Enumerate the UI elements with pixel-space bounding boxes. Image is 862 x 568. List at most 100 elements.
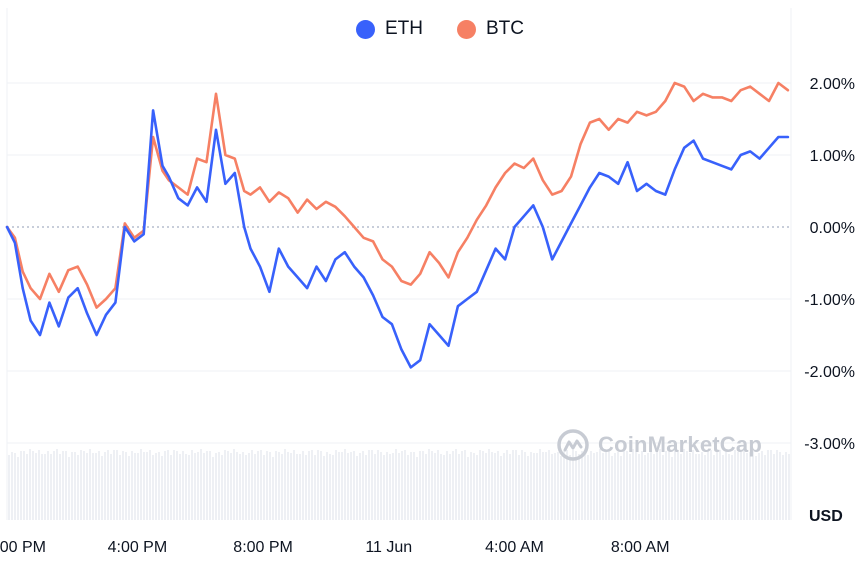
- volume-bar: [110, 454, 112, 520]
- x-tick-label: 11 Jun: [365, 539, 412, 556]
- x-tick-label: 8:00 AM: [611, 539, 670, 556]
- volume-bar: [449, 454, 451, 520]
- volume-bar: [479, 450, 481, 520]
- volume-bar: [260, 450, 262, 520]
- volume-bar: [407, 455, 409, 520]
- volume-bar: [86, 453, 88, 520]
- volume-bar: [473, 453, 475, 520]
- volume-bar: [560, 456, 562, 520]
- volume-bar: [347, 453, 349, 520]
- volume-bar: [626, 451, 628, 520]
- volume-bar: [263, 455, 265, 520]
- volume-bar: [395, 449, 397, 520]
- watermark-text: CoinMarketCap: [598, 432, 762, 457]
- volume-bar: [587, 455, 589, 520]
- volume-bar: [317, 450, 319, 520]
- volume-bar: [731, 455, 733, 520]
- volume-bar: [755, 456, 757, 520]
- volume-bar: [641, 451, 643, 520]
- legend: ETH BTC: [0, 18, 862, 40]
- volume-bar: [119, 455, 121, 520]
- volume-bar: [512, 450, 514, 520]
- x-tick-label: 12:00 PM: [0, 539, 46, 556]
- volume-bar: [632, 449, 634, 520]
- x-axis-ticks: 12:00 PM 4:00 PM 8:00 PM 11 Jun 4:00 AM 8:00 …: [0, 539, 670, 556]
- volume-bar: [323, 456, 325, 520]
- volume-bar: [443, 455, 445, 520]
- volume-bar: [734, 450, 736, 520]
- volume-bar: [746, 453, 748, 520]
- volume-bar: [215, 453, 217, 520]
- volume-bar: [128, 456, 130, 520]
- volume-bar: [374, 454, 376, 520]
- volume-bar: [41, 454, 43, 520]
- series-lines: [5, 81, 790, 369]
- volume-bar: [305, 455, 307, 520]
- volume-bar: [77, 455, 79, 520]
- volume-bar: [776, 450, 778, 520]
- volume-bar: [509, 454, 511, 520]
- volume-bar: [62, 451, 64, 520]
- volume-bar: [386, 452, 388, 520]
- volume-bar: [779, 452, 781, 520]
- y-tick-label: -1.00%: [804, 292, 855, 309]
- volume-bar: [455, 449, 457, 520]
- volume-bar: [575, 451, 577, 520]
- volume-bar: [29, 449, 31, 520]
- volume-bar: [218, 452, 220, 520]
- volume-bar: [425, 454, 427, 520]
- volume-bar: [299, 454, 301, 520]
- volume-bar: [647, 453, 649, 520]
- volume-bar: [569, 455, 571, 520]
- volume-bar: [398, 453, 400, 520]
- volume-bar: [698, 454, 700, 520]
- volume-bar: [764, 455, 766, 520]
- volume-bar: [566, 450, 568, 520]
- volume-bar: [707, 451, 709, 520]
- volume-bar: [752, 451, 754, 520]
- volume-bar: [242, 452, 244, 520]
- series-line-eth[interactable]: [5, 109, 790, 369]
- volume-bar: [413, 452, 415, 520]
- volume-bar: [71, 452, 73, 520]
- volume-bar: [272, 457, 274, 520]
- volume-bar: [530, 452, 532, 520]
- legend-item-eth[interactable]: ETH: [356, 18, 423, 40]
- volume-bar: [581, 451, 583, 520]
- volume-bar: [134, 453, 136, 520]
- volume-bar: [551, 454, 553, 520]
- volume-bars: [8, 449, 790, 520]
- volume-bar: [518, 455, 520, 520]
- volume-bar: [221, 455, 223, 520]
- volume-bar: [137, 453, 139, 520]
- volume-bar: [125, 452, 127, 520]
- volume-bar: [335, 450, 337, 520]
- volume-bar: [467, 457, 469, 520]
- volume-bar: [476, 455, 478, 520]
- grid: [6, 8, 792, 520]
- volume-bar: [725, 451, 727, 520]
- series-line-btc[interactable]: [5, 81, 790, 309]
- volume-bar: [104, 452, 106, 520]
- volume-bar: [236, 452, 238, 520]
- x-tick-label: 4:00 PM: [108, 539, 168, 556]
- volume-bar: [524, 452, 526, 520]
- volume-bar: [59, 454, 61, 520]
- legend-item-btc[interactable]: BTC: [457, 18, 524, 40]
- volume-bar: [131, 451, 133, 520]
- volume-bar: [767, 450, 769, 520]
- volume-bar: [146, 452, 148, 520]
- volume-bar: [773, 454, 775, 520]
- volume-bar: [494, 453, 496, 520]
- volume-bar: [572, 450, 574, 520]
- volume-bar: [404, 450, 406, 520]
- volume-bar: [422, 451, 424, 520]
- volume-bar: [179, 454, 181, 520]
- volume-bar: [95, 453, 97, 520]
- volume-bar: [521, 450, 523, 520]
- volume-bar: [674, 451, 676, 520]
- coinmarketcap-logo-icon: [557, 429, 589, 461]
- volume-bar: [122, 451, 124, 520]
